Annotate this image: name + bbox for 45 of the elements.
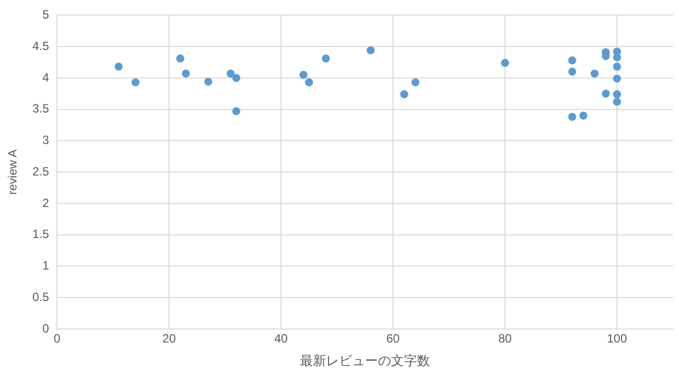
point — [568, 112, 576, 121]
point — [613, 90, 622, 98]
point — [226, 70, 235, 78]
x-tick-label: 0 — [54, 332, 61, 346]
y-tick-label: 5 — [42, 8, 50, 22]
point — [400, 90, 408, 98]
y-tick-label: 2.5 — [32, 164, 50, 178]
point — [182, 70, 190, 78]
point — [568, 68, 576, 76]
point — [613, 98, 622, 106]
point — [366, 46, 375, 54]
point — [176, 54, 184, 63]
point — [501, 58, 510, 67]
y-tick-label: 0 — [42, 321, 50, 336]
point — [204, 78, 212, 86]
x-tick-label: 40 — [274, 332, 288, 346]
point — [299, 70, 308, 79]
point — [613, 74, 622, 83]
point — [579, 112, 588, 120]
point — [322, 54, 330, 63]
point — [232, 107, 240, 116]
x-tick-label: 20 — [162, 332, 176, 346]
point — [114, 62, 123, 71]
y-tick-label: 4.5 — [32, 38, 50, 53]
y-tick-label: 1.5 — [32, 227, 50, 242]
point — [232, 74, 240, 82]
y-tick-label: 0.5 — [32, 290, 50, 304]
point — [131, 78, 140, 86]
point — [613, 53, 622, 62]
point — [590, 70, 599, 78]
y-tick-label: 3.5 — [32, 102, 50, 116]
y-tick-label: 1 — [42, 258, 50, 273]
y-tick-label: 3 — [42, 133, 50, 148]
point — [602, 90, 610, 98]
y-axis-title: review A — [6, 149, 20, 195]
point — [411, 78, 420, 86]
x-tick-label: 100 — [606, 332, 628, 346]
y-tick-label: 2 — [42, 196, 50, 210]
point — [305, 78, 314, 86]
x-tick-label: 80 — [498, 332, 512, 346]
y-tick-label: 4 — [42, 70, 50, 84]
point — [613, 62, 622, 71]
x-tick-label: 60 — [386, 332, 400, 346]
x-axis-title: 最新レビューの文字数 — [300, 352, 430, 368]
point — [568, 56, 576, 64]
